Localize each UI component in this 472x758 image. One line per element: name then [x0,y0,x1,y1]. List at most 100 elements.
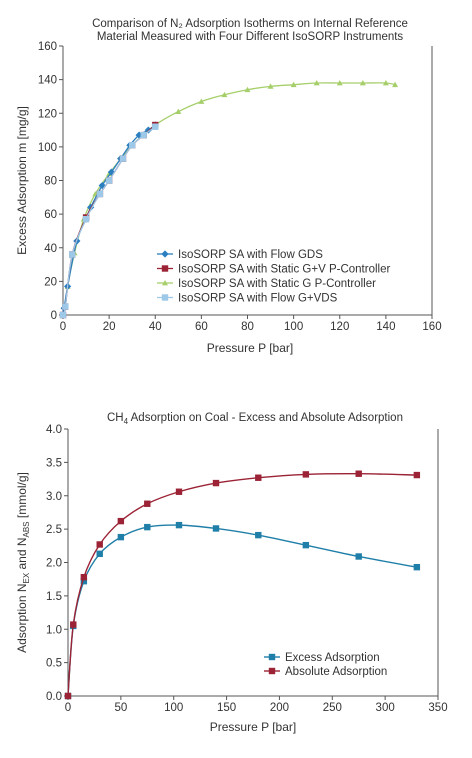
axes: 0 50 100 150 200 250 300 350 0.0 0.5 1.0 1.5 2.0 2.5 3… [46,424,448,714]
x-tick-label: 300 [376,702,395,714]
y-tick-label: 0 [51,310,57,322]
data-point [70,621,77,628]
y-tick-label: 80 [44,176,57,188]
data-point [62,303,69,310]
legend-marker [162,280,168,286]
y-axis-label: Adsorption NEX and NABS [mmol/g] [15,472,31,653]
y-tick-label: 40 [44,243,57,255]
y-tick-label: 2.5 [46,524,62,536]
series-line [62,126,156,316]
data-point [144,523,151,531]
x-tick-label: 200 [270,702,289,714]
legend-label: Excess Adsorption [285,652,380,664]
x-tick-label: 80 [241,321,254,333]
y-tick-label: 4.0 [46,424,62,436]
data-point [302,541,310,549]
data-point [255,531,262,539]
data-point [82,215,90,223]
y-tick-label: 0.5 [46,658,62,670]
legend-label: IsoSORP SA with Static G P-Controller [178,278,376,290]
data-point [64,692,72,700]
x-tick-label: 100 [284,321,303,333]
legend-label: IsoSORP SA with Static G+V P-Controller [178,264,390,276]
data-point [175,521,183,529]
series-line [62,124,156,316]
y-tick-label: 100 [38,142,57,154]
x-tick-label: 150 [217,702,236,714]
chart-title: Comparison of N₂ Adsorption Isotherms on… [92,18,408,30]
y-tick-label: 140 [38,75,57,87]
data-point [140,131,147,139]
x-tick-label: 100 [164,702,183,714]
y-tick-label: 60 [44,209,57,221]
x-tick-label: 120 [330,321,349,333]
legend: Excess Adsorption Absolute Adsorption [264,652,387,678]
data-point [355,470,362,477]
chart-canvas: 0 50 100 150 200 250 300 350 0.0 0.5 1.0 1.5 2.0 2.5 3… [15,412,448,734]
data-point [96,190,104,198]
legend-marker [161,250,169,258]
legend-label: IsoSORP SA with Flow G+VDS [178,293,338,305]
data-point [69,251,76,258]
y-tick-label: 3.5 [46,457,62,469]
x-tick-label: 250 [323,702,342,714]
y-tick-label: 0.0 [46,691,62,703]
series-isosorp-sa-with-flow-g-vds [59,123,159,319]
data-point [105,177,113,184]
y-axis-label: Excess Adsorption m [mg/g] [15,106,29,255]
x-tick-label: 0 [60,321,66,333]
data-point [302,471,310,478]
data-point [413,471,421,479]
data-point [59,311,67,319]
data-point [313,79,320,86]
y-tick-label: 1.0 [46,624,62,636]
x-tick-label: 40 [149,321,162,333]
data-point [198,98,205,104]
ch4-adsorption-chart: 0 50 100 150 200 250 300 350 0.0 0.5 1.0 1.5 2.0 2.5 3… [0,395,472,758]
data-point [80,573,88,581]
y-tick-label: 120 [38,108,57,120]
y-tick-label: 1.5 [46,591,62,603]
series-absolute-adsorption [64,470,421,700]
data-point [175,108,182,114]
data-point [80,577,88,585]
data-point [290,81,297,88]
x-tick-label: 140 [376,321,395,333]
y-tick-label: 3.0 [46,491,62,503]
x-tick-label: 20 [103,321,116,333]
legend-label: Absolute Adsorption [285,666,387,678]
y-tick-label: 20 [44,276,57,288]
data-point [128,141,136,149]
data-point [244,86,251,93]
data-point [96,550,103,558]
legend-label: IsoSORP SA with Flow GDS [178,249,323,261]
chart-canvas: 0 20 40 60 80 100 120 140 160 0 20 40 60 80 100 120 140 1… [15,18,442,355]
axes: 0 20 40 60 80 100 120 140 160 0 20 40 60 80 100 120 140 1… [38,41,442,333]
data-point [144,500,151,507]
data-point [413,563,421,571]
data-point [96,541,103,548]
chart-title: CH4 Adsorption on Coal - Excess and Abso… [107,412,403,426]
chart-title: Material Measured with Four Different Is… [97,31,404,43]
data-point [98,181,106,190]
data-point [267,83,274,89]
legend-marker [268,653,276,661]
data-point [359,79,366,86]
n2-adsorption-chart: 0 20 40 60 80 100 120 140 160 0 20 40 60 80 100 120 140 1… [0,0,472,370]
data-point [355,553,362,560]
data-point [117,533,125,541]
data-point [392,81,399,88]
legend-marker [268,667,276,675]
legend: IsoSORP SA with Flow GDS IsoSORP SA with … [157,249,390,305]
y-tick-label: 2.0 [46,558,62,570]
data-point [152,123,159,130]
data-point [175,488,183,495]
x-axis-label: Pressure P [bar] [210,720,296,734]
x-axis-label: Pressure P [bar] [207,341,293,355]
data-point [117,517,125,525]
series-line [62,124,156,316]
x-tick-label: 0 [65,702,71,714]
data-point [336,79,343,86]
series-isosorp-sa-with-flow-gds [59,121,159,319]
legend-marker [161,294,169,301]
